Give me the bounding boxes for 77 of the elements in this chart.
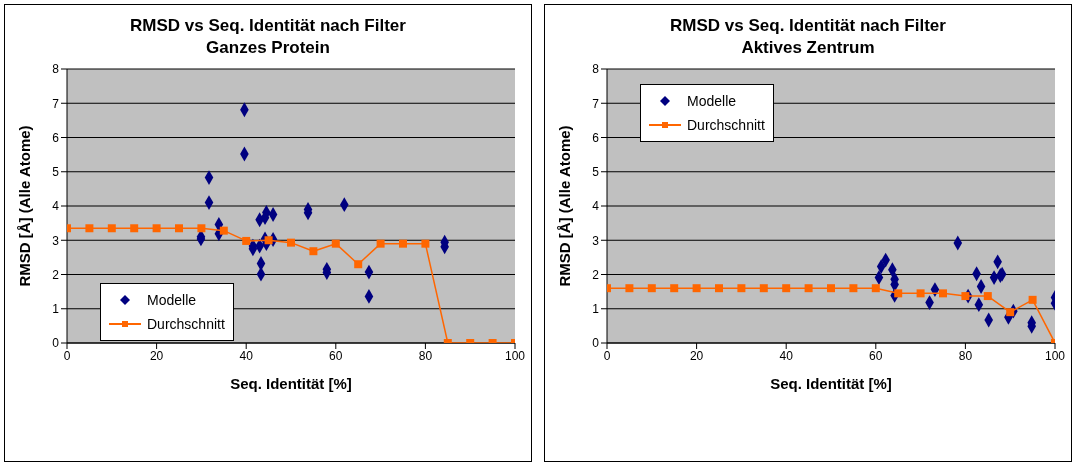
point — [804, 284, 813, 293]
legend-label: Modelle — [147, 292, 197, 308]
point — [670, 284, 679, 293]
y-tick-label: 6 — [52, 130, 60, 145]
x-tick-label: 40 — [239, 348, 254, 363]
y-tick-label: 8 — [592, 62, 600, 77]
point — [715, 284, 723, 293]
legend-label: Durchschnitt — [147, 316, 225, 332]
point — [939, 289, 947, 298]
y-tick-label: 8 — [52, 62, 60, 77]
y-tick-label: 0 — [592, 336, 600, 351]
point — [175, 224, 183, 233]
legend-label: Modelle — [687, 93, 737, 109]
point — [421, 239, 430, 248]
point — [916, 289, 925, 298]
y-tick-label: 2 — [592, 267, 600, 282]
point — [264, 236, 273, 245]
x-tick-label: 40 — [779, 348, 794, 363]
point — [871, 284, 880, 293]
x-tick-label: 60 — [329, 348, 343, 363]
point — [827, 284, 835, 293]
chart-title: RMSD vs Seq. Identität nach Filter — [129, 15, 407, 37]
y-axis-title: RMSD [Å] (Alle Atome) — [556, 125, 574, 287]
x-tick-label: 20 — [689, 348, 704, 363]
point — [1028, 295, 1037, 304]
point — [219, 226, 228, 235]
y-tick-label: 0 — [52, 336, 60, 351]
point — [354, 260, 363, 269]
point — [399, 239, 407, 248]
point — [85, 224, 94, 233]
point — [331, 239, 340, 248]
y-tick-label: 5 — [52, 165, 60, 180]
point — [376, 239, 385, 248]
y-tick-label: 3 — [52, 233, 60, 248]
x-tick-label: 20 — [149, 348, 164, 363]
legend-label: Durchschnitt — [687, 117, 765, 133]
point — [692, 284, 701, 293]
point — [894, 289, 903, 298]
point — [782, 284, 791, 293]
y-tick-label: 2 — [52, 267, 60, 282]
y-tick-label: 7 — [592, 96, 600, 111]
chart-subtitle: Aktives Zentrum — [740, 37, 876, 59]
x-tick-label: 60 — [869, 348, 883, 363]
point — [759, 284, 768, 293]
point — [647, 284, 656, 293]
y-tick-label: 3 — [592, 233, 600, 248]
y-tick-label: 1 — [52, 302, 60, 317]
chart-title: RMSD vs Seq. Identität nach Filter — [669, 15, 947, 37]
x-tick-label: 80 — [958, 348, 973, 363]
y-tick-label: 4 — [592, 199, 600, 214]
y-tick-label: 4 — [52, 199, 60, 214]
x-tick-label: 0 — [63, 348, 71, 363]
x-axis-title: Seq. Identität [%] — [770, 375, 892, 392]
y-tick-label: 7 — [52, 96, 60, 111]
y-axis-title: RMSD [Å] (Alle Atome) — [16, 125, 34, 287]
y-tick-label: 5 — [592, 165, 600, 180]
point — [242, 236, 251, 245]
x-tick-label: 80 — [418, 348, 433, 363]
point — [287, 238, 295, 247]
x-tick-label: 100 — [1044, 348, 1066, 363]
point — [1006, 308, 1015, 317]
point — [107, 224, 116, 233]
point — [849, 284, 858, 293]
point — [309, 247, 318, 256]
point — [961, 292, 970, 301]
point — [737, 284, 746, 293]
x-tick-label: 0 — [603, 348, 611, 363]
point — [983, 292, 992, 301]
point — [197, 224, 206, 233]
y-tick-label: 1 — [592, 302, 600, 317]
chart-subtitle: Ganzes Protein — [205, 37, 331, 59]
x-axis-title: Seq. Identität [%] — [230, 375, 352, 392]
point — [152, 224, 161, 233]
point — [625, 284, 634, 293]
point — [130, 224, 139, 233]
y-tick-label: 6 — [592, 130, 600, 145]
x-tick-label: 100 — [504, 348, 526, 363]
